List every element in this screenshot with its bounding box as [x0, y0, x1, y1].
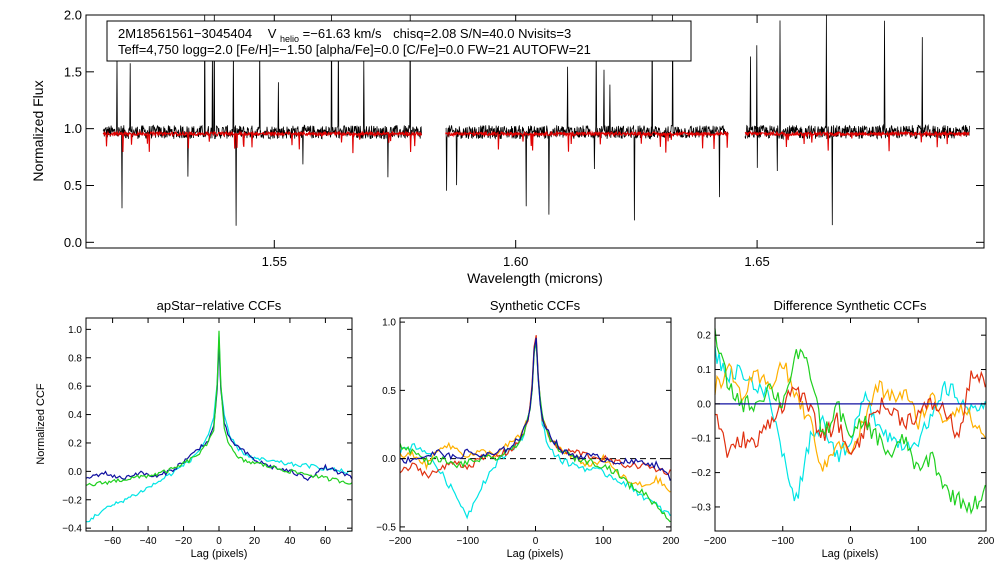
- spectrum-xlabel: Wavelength (microns): [467, 270, 603, 286]
- synthetic-ccf-xtick-label: 100: [595, 536, 612, 547]
- difference-ccf-ytick-label: −0.2: [691, 468, 711, 479]
- annotation-vhelio-subscript: helio: [280, 34, 299, 44]
- difference-ccf-ytick-label: −0.3: [691, 502, 711, 513]
- apstar-ccf-series-visit-2: [85, 343, 353, 482]
- spectrum-ytick-label: 1.5: [64, 64, 82, 79]
- synthetic-ccf-ytick-label: 1.0: [382, 318, 396, 329]
- synthetic-ccf-xtick-label: 0: [533, 536, 539, 547]
- spectrum-series-model: [445, 130, 729, 153]
- apstar-ccf-ytick-label: 0.4: [68, 410, 82, 421]
- annotation-vhelio-value: =−61.63 km/s: [303, 26, 382, 41]
- apstar-ccf-xtick-label: 20: [249, 536, 261, 547]
- spectrum-ytick-label: 0.0: [64, 235, 82, 250]
- difference-ccf-xtick-label: −100: [771, 536, 794, 547]
- synthetic-ccf-series-visit-3: [399, 335, 671, 479]
- annotation-line2: Teff=4,750 logg=2.0 [Fe/H]=−1.50 [alpha/…: [118, 42, 591, 57]
- apstar-ccf-xtick-label: −40: [140, 536, 157, 547]
- synthetic-ccf-xlabel: Lag (pixels): [507, 548, 564, 560]
- difference-ccf-xtick-label: 100: [910, 536, 927, 547]
- annotation-star-id: 2M18561561−3045404: [118, 26, 252, 41]
- apstar-ccf-panel: −60 −40 −20 0 20 40 60 −0.4 −0.2 0.0 0.2 0.4 0.6 0.8 1…: [35, 298, 353, 560]
- apstar-ccf-ytick-label: 0.0: [68, 467, 82, 478]
- synthetic-ccf-xtick-label: −100: [456, 536, 479, 547]
- difference-ccf-series-visit-4: [714, 328, 986, 515]
- spectrum-ytick-label: 2.0: [64, 8, 82, 23]
- apstar-ccf-xtick-label: 60: [320, 536, 332, 547]
- difference-ccf-xtick-label: −200: [704, 536, 727, 547]
- spectrum-series-observed: [102, 14, 422, 226]
- difference-ccf-ytick-label: 0.2: [697, 331, 711, 342]
- difference-ccf-xtick-label: 0: [848, 536, 854, 547]
- synthetic-ccf-panel: −200 −100 0 100 200 −0.5 0.0 0.5 1.0 Synthetic C…: [376, 298, 680, 560]
- spectrum-series-model: [744, 129, 970, 152]
- apstar-ccf-xtick-label: 40: [284, 536, 296, 547]
- spectrum-xtick-label: 1.55: [262, 254, 287, 269]
- spectrum-ylabel: Normalized Flux: [30, 80, 46, 181]
- apstar-ccf-xlabel: Lag (pixels): [191, 548, 248, 560]
- spectrum-data-layer: [102, 14, 970, 226]
- synthetic-ccf-title: Synthetic CCFs: [490, 298, 581, 313]
- difference-ccf-ytick-label: 0.1: [697, 365, 711, 376]
- spectrum-ytick-label: 1.0: [64, 121, 82, 136]
- spectrum-xtick-label: 1.65: [744, 254, 769, 269]
- apstar-ccf-data-layer: [85, 330, 353, 523]
- apstar-ccf-ytick-label: −0.4: [62, 524, 82, 535]
- synthetic-ccf-series-visit-5: [399, 337, 671, 481]
- difference-ccf-series-visit-3: [714, 370, 986, 458]
- apstar-ccf-ytick-label: 0.6: [68, 382, 82, 393]
- spectrum-series-model: [102, 129, 423, 154]
- apstar-ccf-ticks: −60 −40 −20 0 20 40 60 −0.4 −0.2 0.0 0.2 0.4 0.6 0.8 1…: [62, 318, 352, 547]
- difference-ccf-ytick-label: −0.1: [691, 434, 711, 445]
- synthetic-ccf-xtick-label: −200: [389, 536, 412, 547]
- apstar-ccf-ytick-label: 0.8: [68, 353, 82, 364]
- difference-ccf-series-visit-2: [714, 361, 986, 472]
- difference-ccf-plot-frame: [714, 317, 987, 532]
- spectrum-series-observed: [744, 14, 970, 226]
- difference-ccf-title: Difference Synthetic CCFs: [774, 298, 927, 313]
- synthetic-ccf-data-layer: [399, 335, 671, 523]
- synthetic-ccf-ytick-label: −0.5: [376, 522, 396, 533]
- difference-ccf-panel: −200 −100 0 100 200 −0.3 −0.2 −0.1 0.0 0.1 0.2 Dif…: [691, 298, 995, 560]
- apstar-ccf-xtick-label: −20: [175, 536, 192, 547]
- apstar-ccf-title: apStar−relative CCFs: [157, 298, 282, 313]
- annotation-stats: chisq=2.08 S/N=40.0 Nvisits=3: [393, 26, 571, 41]
- spectrum-panel: 1.55 1.60 1.65 0.0 0.5 1.0 1.5 2.0 2M18561561−3…: [30, 8, 985, 286]
- apstar-ccf-ytick-label: 1.0: [68, 325, 82, 336]
- difference-ccf-ytick-label: 0.0: [697, 399, 711, 410]
- synthetic-ccf-ytick-label: 0.5: [382, 386, 396, 397]
- apstar-ccf-series-visit-1: [85, 336, 353, 523]
- synthetic-ccf-ytick-label: 0.0: [382, 454, 396, 465]
- synthetic-ccf-series-visit-1: [399, 341, 671, 520]
- difference-ccf-series-visit-1: [714, 345, 986, 502]
- difference-ccf-xlabel: Lag (pixels): [822, 548, 879, 560]
- synthetic-ccf-ticks: −200 −100 0 100 200 −0.5 0.0 0.5 1.0: [376, 318, 680, 547]
- apstar-ccf-series-visit-3: [85, 330, 353, 487]
- spectrum-xtick-label: 1.60: [503, 254, 528, 269]
- annotation-vhelio-label: V: [268, 26, 277, 41]
- annotation-box: [106, 20, 692, 62]
- apstar-ccf-xtick-label: 0: [216, 536, 222, 547]
- apstar-ccf-ylabel: Normalized CCF: [35, 383, 47, 465]
- difference-ccf-xtick-label: 200: [978, 536, 995, 547]
- apstar-ccf-ytick-label: 0.2: [68, 438, 82, 449]
- annotation-line1: 2M18561561−3045404 V helio =−61.63 km/s …: [118, 26, 571, 45]
- apstar-ccf-ytick-label: −0.2: [62, 495, 82, 506]
- spectrum-plot-frame: [85, 14, 985, 249]
- spectrum-ytick-label: 0.5: [64, 178, 82, 193]
- difference-ccf-data-layer: [714, 328, 986, 515]
- apstar-ccf-xtick-label: −60: [104, 536, 121, 547]
- synthetic-ccf-plot-frame: [399, 317, 672, 532]
- synthetic-ccf-series-visit-4: [399, 341, 671, 523]
- spectrum-ticks: 1.55 1.60 1.65 0.0 0.5 1.0 1.5 2.0: [64, 8, 984, 269]
- synthetic-ccf-xtick-label: 200: [663, 536, 680, 547]
- difference-ccf-ticks: −200 −100 0 100 200 −0.3 −0.2 −0.1 0.0 0.1 0.2: [691, 318, 995, 547]
- spectrum-annotation: 2M18561561−3045404 V helio =−61.63 km/s …: [106, 20, 692, 62]
